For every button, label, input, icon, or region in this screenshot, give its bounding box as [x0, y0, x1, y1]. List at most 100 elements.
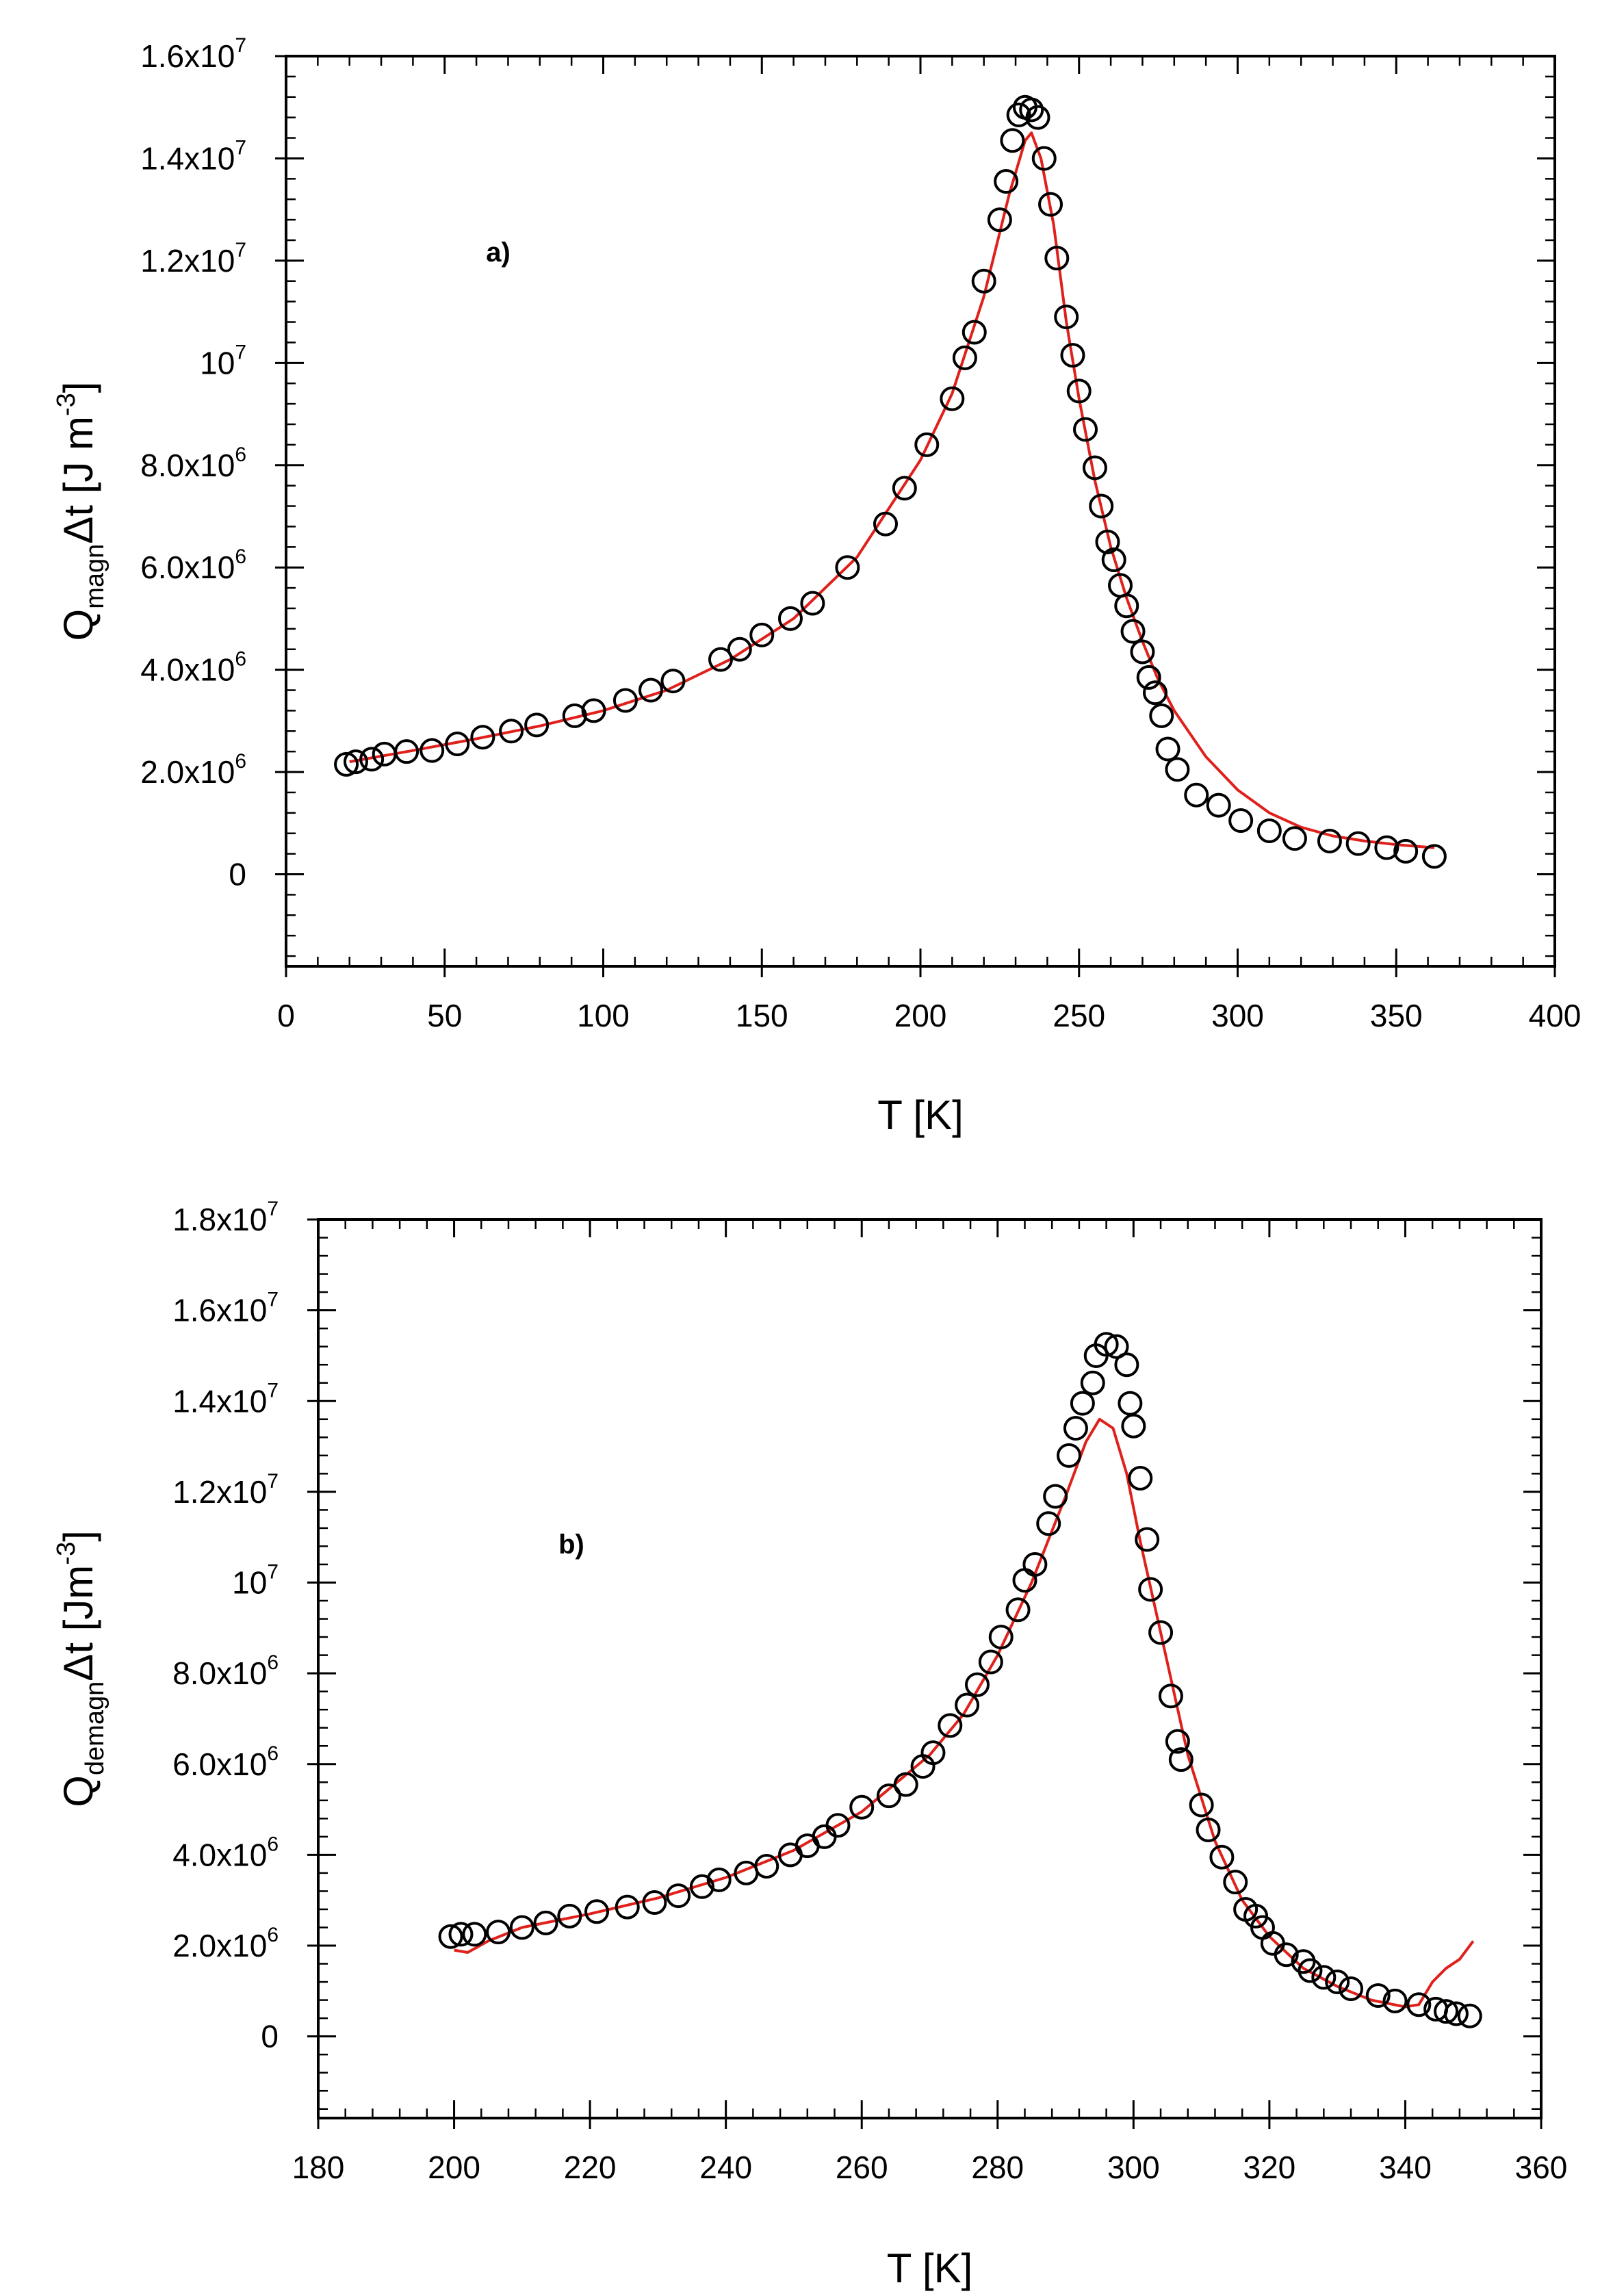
measured-points — [438, 1332, 1482, 2028]
y-tick-mantissa: 8.0x10 — [172, 1655, 267, 1691]
data-point — [557, 1903, 582, 1929]
y-tick-exponent: 6 — [267, 1833, 279, 1855]
data-point — [1138, 1577, 1163, 1602]
data-point — [1228, 808, 1254, 834]
data-point — [1374, 835, 1399, 860]
data-point — [727, 636, 752, 662]
data-point — [873, 511, 899, 537]
y-tick-label: 4.0x106 — [140, 648, 246, 688]
data-point — [1060, 343, 1085, 368]
data-point — [1345, 831, 1371, 856]
y-tick-label: 6.0x106 — [140, 545, 246, 585]
x-tick-label: 200 — [428, 2150, 480, 2185]
x-tick-label: 340 — [1379, 2150, 1432, 2185]
y-title-sup: -3 — [52, 1542, 81, 1565]
data-point — [689, 1874, 714, 1899]
y-axis-title: QmagnΔt [J m-3] — [52, 382, 109, 641]
x-tick-label: 350 — [1370, 998, 1423, 1033]
data-point — [893, 1772, 918, 1797]
data-point — [1043, 1484, 1068, 1509]
data-point — [938, 1713, 963, 1738]
data-point — [749, 622, 775, 647]
x-axis-title: T [K] — [887, 2245, 973, 2291]
data-point — [849, 1794, 875, 1820]
y-title-base: Q — [55, 1775, 101, 1807]
x-tick-label: 300 — [1107, 2150, 1160, 2185]
data-point — [1298, 1958, 1323, 1983]
minor-ticks — [317, 1218, 1543, 2118]
x-tick-label: 0 — [277, 998, 295, 1033]
y-tick-exponent: 6 — [267, 1924, 279, 1946]
y-tick-label: 2.0x106 — [140, 750, 246, 790]
y-tick-label: 4.0x106 — [172, 1833, 279, 1872]
data-point — [940, 386, 965, 411]
data-point — [1223, 1870, 1248, 1895]
data-point — [1128, 1465, 1153, 1491]
x-axis-title: T [K] — [877, 1092, 964, 1138]
data-point — [1121, 1413, 1146, 1439]
y-tick-mantissa: 1.6x10 — [172, 1293, 267, 1328]
data-point — [1382, 1988, 1408, 2013]
data-point — [1155, 736, 1180, 762]
fit-curve — [454, 1417, 1475, 2009]
y-tick-label: 1.4x107 — [172, 1379, 279, 1419]
data-point — [978, 1649, 1003, 1675]
y-tick-mantissa: 0 — [261, 2019, 279, 2054]
y-tick-mantissa: 4.0x10 — [172, 1837, 267, 1872]
y-tick-mantissa: 2.0x10 — [172, 1928, 267, 1963]
data-point — [1095, 529, 1120, 554]
data-point — [962, 320, 987, 345]
y-tick-exponent: 7 — [235, 136, 246, 159]
data-point — [1206, 792, 1231, 818]
data-point — [1209, 1844, 1235, 1870]
fit-curve — [349, 131, 1435, 849]
x-tick-label: 280 — [971, 2150, 1024, 2185]
data-point — [1063, 1416, 1088, 1441]
y-tick-label: 6.0x106 — [172, 1742, 279, 1782]
data-point — [708, 647, 733, 672]
y-tick-mantissa: 2.0x10 — [140, 754, 235, 790]
data-point — [1101, 547, 1126, 572]
data-point — [394, 739, 420, 764]
data-point — [971, 268, 996, 294]
y-tick-label: 107 — [200, 341, 246, 380]
data-point — [1311, 1965, 1337, 1990]
x-tick-label: 250 — [1053, 998, 1105, 1033]
y-tick-exponent: 6 — [235, 750, 246, 773]
data-point — [462, 1922, 487, 1947]
y-tick-exponent: 7 — [267, 1470, 279, 1493]
y-tick-exponent: 6 — [235, 648, 246, 671]
data-point — [448, 1922, 474, 1947]
y-tick-exponent: 7 — [267, 1289, 279, 1311]
data-point — [1142, 680, 1167, 706]
data-point — [1325, 1970, 1350, 1995]
y-tick-mantissa: 6.0x10 — [172, 1746, 267, 1782]
data-point — [1457, 2003, 1482, 2028]
x-tick-label: 400 — [1529, 998, 1582, 1033]
y-tick-exponent: 7 — [235, 34, 246, 57]
y-tick-mantissa: 1.4x10 — [140, 140, 235, 176]
y-tick-label: 0 — [229, 857, 246, 892]
data-point — [486, 1920, 511, 1945]
y-tick-exponent: 7 — [267, 1198, 279, 1220]
data-point — [1130, 639, 1155, 665]
data-point — [1054, 305, 1079, 330]
y-title-sup: -3 — [52, 393, 81, 416]
data-point — [581, 698, 606, 723]
panel-label: a) — [486, 237, 511, 268]
data-point — [1196, 1817, 1221, 1842]
data-point — [1365, 1983, 1391, 2008]
data-point — [988, 1625, 1014, 1650]
x-tick-label: 300 — [1211, 998, 1264, 1033]
y-tick-mantissa: 10 — [232, 1565, 267, 1601]
data-point — [1393, 838, 1419, 864]
y-tick-label: 107 — [232, 1561, 279, 1601]
data-point — [1005, 1597, 1031, 1623]
data-point — [1094, 1332, 1119, 1357]
data-point — [1165, 1729, 1190, 1754]
data-point — [562, 703, 587, 728]
data-point — [524, 712, 550, 738]
x-tick-label: 150 — [736, 998, 788, 1033]
y-tick-mantissa: 1.6x10 — [140, 38, 235, 74]
y-title-end: ] — [55, 382, 101, 394]
